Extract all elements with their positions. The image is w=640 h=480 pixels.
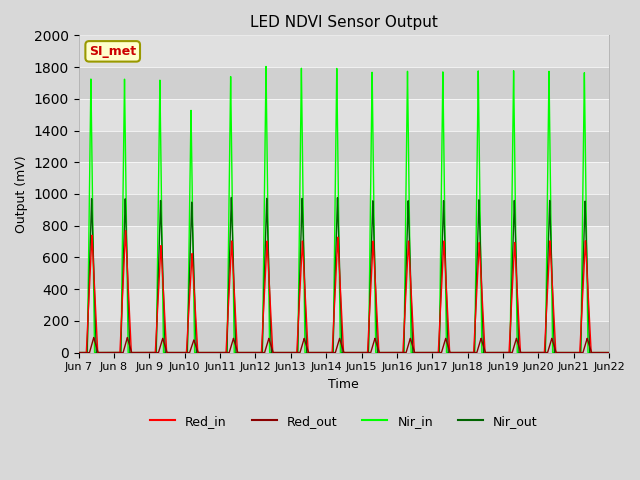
Nir_out [413,350,421,356]
X-axis label: Time: Time [328,378,359,391]
Red_in [605,350,613,356]
Nir_out [604,350,612,356]
Nir_in [413,350,421,356]
Bar [79,289,609,321]
Nir_out [227,194,235,200]
Bar [79,321,609,353]
Bar [79,131,609,162]
Nir_in [262,64,270,70]
Red_out [413,350,421,356]
Nir_in [314,350,321,356]
Bar [79,67,609,99]
Line: Red_in: Red_in [79,230,609,353]
Red_out [598,350,605,356]
Bar [79,36,609,67]
Y-axis label: Output (mV): Output (mV) [15,155,28,233]
Title: LED NDVI Sensor Output: LED NDVI Sensor Output [250,15,438,30]
Red_in [413,350,421,356]
Red_out [536,350,543,356]
Red_out [604,350,612,356]
Nir_in [604,350,612,356]
Nir_in [75,350,83,356]
Nir_in [536,350,543,356]
Bar [79,226,609,257]
Line: Nir_out: Nir_out [79,197,609,353]
Red_in [550,323,558,329]
Nir_out [598,350,605,356]
Red_out [550,344,558,350]
Red_out [605,350,613,356]
Red_out [90,335,97,340]
Red_in [536,350,543,356]
Legend: Red_in, Red_out, Nir_in, Nir_out: Red_in, Red_out, Nir_in, Nir_out [145,409,543,432]
Red_in [314,350,321,356]
Nir_out [605,350,613,356]
Nir_out [75,350,83,356]
Bar [79,99,609,131]
Bar [79,257,609,289]
Nir_in [598,350,605,356]
Line: Red_out: Red_out [79,337,609,353]
Bar [79,194,609,226]
Nir_out [314,350,321,356]
Bar [79,162,609,194]
Red_in [122,228,129,233]
Red_out [314,350,321,356]
Nir_out [536,350,543,356]
Red_in [604,350,612,356]
Red_in [75,350,83,356]
Line: Nir_in: Nir_in [79,67,609,353]
Nir_out [550,350,558,356]
Text: SI_met: SI_met [89,45,136,58]
Nir_in [550,350,558,356]
Red_in [598,350,605,356]
Nir_in [605,350,613,356]
Red_out [75,350,83,356]
